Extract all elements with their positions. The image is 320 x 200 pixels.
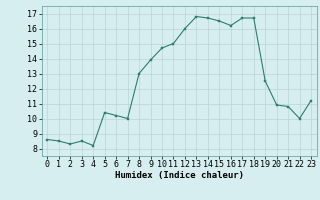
- X-axis label: Humidex (Indice chaleur): Humidex (Indice chaleur): [115, 171, 244, 180]
